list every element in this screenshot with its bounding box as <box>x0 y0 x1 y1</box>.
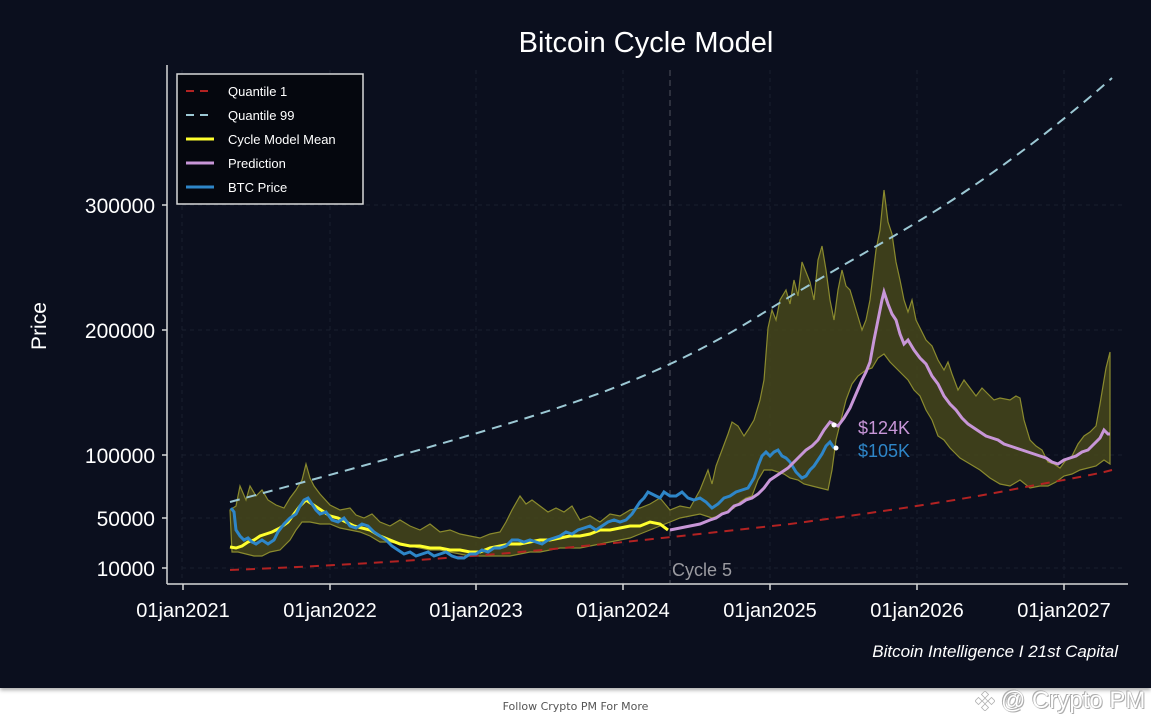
quantile-1-line <box>229 469 1113 571</box>
btc-price-line <box>229 439 836 560</box>
y-tick-label: 10000 <box>97 558 155 581</box>
y-axis-label: Price <box>28 302 51 350</box>
x-tick-label: 01jan2027 <box>1017 600 1110 622</box>
axes <box>162 65 1128 590</box>
binance-logo-icon <box>975 691 995 711</box>
legend-label: Quantile 1 <box>228 84 287 99</box>
legend-label: BTC Price <box>228 180 287 195</box>
legend-label: Cycle Model Mean <box>228 132 336 147</box>
watermark-text: @ Crypto PM <box>1001 687 1146 714</box>
legend: Quantile 1 Quantile 99 Cycle Model Mean … <box>176 73 364 205</box>
y-tick-label: 100000 <box>85 445 155 468</box>
x-tick-label: 01jan2022 <box>283 600 376 622</box>
cycle-label: Cycle 5 <box>672 560 732 580</box>
btc-value-label: $105K <box>858 441 910 461</box>
x-tick-label: 01jan2025 <box>723 600 816 622</box>
y-tick-label: 300000 <box>85 195 155 218</box>
prediction-endpoint-marker <box>831 422 837 428</box>
legend-label: Quantile 99 <box>228 108 295 123</box>
x-tick-label: 01jan2026 <box>870 600 963 622</box>
x-tick-label: 01jan2021 <box>136 600 229 622</box>
chart-canvas: Bitcoin Cycle Model Price 300000 200000 … <box>28 27 1128 661</box>
prediction-value-label: $124K <box>858 418 910 438</box>
y-tick-label: 200000 <box>85 320 155 343</box>
model-band <box>229 189 1111 557</box>
chart-title: Bitcoin Cycle Model <box>519 27 774 59</box>
legend-label: Prediction <box>228 156 286 171</box>
prediction-line <box>669 286 1110 532</box>
quantile-99-line <box>229 77 1113 503</box>
chart-panel: Bitcoin Cycle Model Price 300000 200000 … <box>0 0 1151 688</box>
footer-text: Follow Crypto PM For More <box>502 700 649 713</box>
credit-text: Bitcoin Intelligence I 21st Capital <box>872 642 1119 661</box>
x-tick-label: 01jan2024 <box>576 600 669 622</box>
watermark: @ Crypto PM <box>975 684 1145 718</box>
y-tick-label: 50000 <box>97 508 155 531</box>
x-tick-label: 01jan2023 <box>429 600 522 622</box>
btc-endpoint-marker <box>833 445 839 451</box>
